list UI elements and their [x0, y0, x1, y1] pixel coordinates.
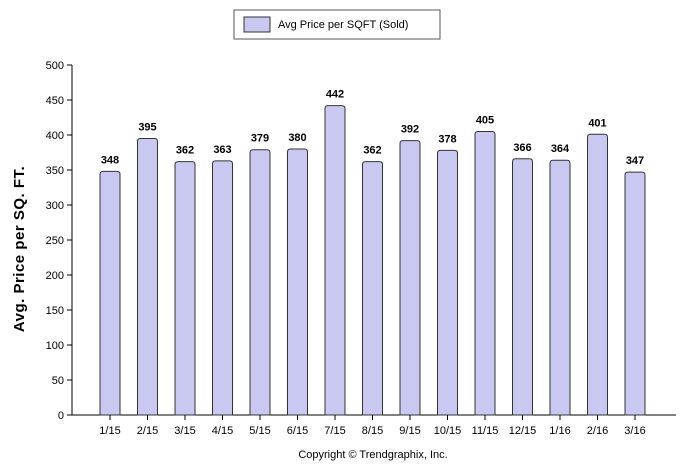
y-tick-label: 0: [58, 410, 64, 422]
x-tick-label: 2/16: [587, 425, 608, 437]
copyright-text: Copyright © Trendgraphix, Inc.: [298, 449, 447, 461]
x-tick-label: 1/16: [549, 425, 570, 437]
y-tick-label: 250: [46, 235, 64, 247]
bar-value-label: 392: [401, 124, 419, 136]
x-tick-label: 2/15: [137, 425, 158, 437]
bar-12-15: [512, 158, 533, 416]
y-tick-label: 450: [46, 95, 64, 107]
bar-6-15: [287, 148, 308, 416]
bar-value-label: 405: [476, 115, 494, 127]
x-tick-label: 1/15: [99, 425, 120, 437]
x-axis-ticks: 1/15 2/15 3/15 4/15 5/15 6/15 7/15 8/15 9/15 10/1…: [99, 415, 646, 437]
y-tick-label: 400: [46, 130, 64, 142]
x-tick-label: 6/15: [287, 425, 308, 437]
y-tick-label: 100: [46, 340, 64, 352]
bar-2-15: [137, 138, 158, 416]
x-tick-label: 5/15: [249, 425, 270, 437]
y-axis-title: Avg. Price per SQ. FT.: [11, 166, 28, 332]
y-tick-label: 300: [46, 200, 64, 212]
bar-value-label: 348: [101, 154, 119, 166]
x-tick-label: 7/15: [324, 425, 345, 437]
bar-value-label: 363: [213, 144, 231, 156]
bar-5-15: [249, 149, 271, 416]
bar-3-15: [174, 161, 196, 416]
bar-value-label: 442: [326, 89, 344, 101]
bars: 348 395 362 363 379 380 442 362 392 378 405 366 364 4…: [99, 89, 646, 416]
x-tick-label: 4/15: [212, 425, 233, 437]
bar-value-label: 364: [551, 143, 570, 155]
y-tick-label: 200: [46, 270, 64, 282]
bar-7-15: [324, 105, 346, 416]
bar-value-label: 401: [588, 117, 606, 129]
bar-8-15: [362, 161, 383, 416]
legend-label: Avg Price per SQFT (Sold): [278, 19, 408, 31]
y-tick-label: 150: [46, 305, 64, 317]
bar-value-label: 378: [438, 133, 456, 145]
bar-value-label: 362: [363, 145, 381, 157]
bar-value-label: 395: [138, 122, 156, 134]
x-tick-label: 3/16: [624, 425, 645, 437]
y-axis-ticks: 0 50 100 150 200 250 300 350 400 450 500: [46, 60, 72, 422]
bar-3-16: [624, 171, 646, 416]
y-tick-label: 500: [46, 60, 64, 72]
bar-2-16: [587, 133, 608, 416]
x-tick-label: 11/15: [472, 425, 499, 437]
y-tick-label: 50: [52, 375, 64, 387]
bar-11-15: [474, 131, 496, 416]
x-tick-label: 12/15: [509, 425, 537, 437]
bar-value-label: 380: [288, 132, 306, 144]
legend: Avg Price per SQFT (Sold): [233, 9, 441, 40]
bar-4-15: [212, 160, 233, 416]
bar-10-15: [437, 149, 458, 416]
y-tick-label: 350: [46, 165, 64, 177]
x-tick-label: 3/15: [174, 425, 195, 437]
bar-value-label: 379: [251, 133, 269, 145]
x-tick-label: 9/15: [399, 425, 420, 437]
x-tick-label: 8/15: [362, 425, 383, 437]
bar-1-16: [549, 159, 571, 416]
bar-value-label: 362: [176, 145, 194, 157]
bar-value-label: 347: [626, 155, 644, 167]
bar-value-label: 366: [513, 142, 531, 154]
bar-1-15: [99, 170, 121, 416]
x-tick-label: 10/15: [434, 425, 462, 437]
bar-9-15: [399, 140, 421, 416]
legend-swatch: [243, 16, 271, 33]
